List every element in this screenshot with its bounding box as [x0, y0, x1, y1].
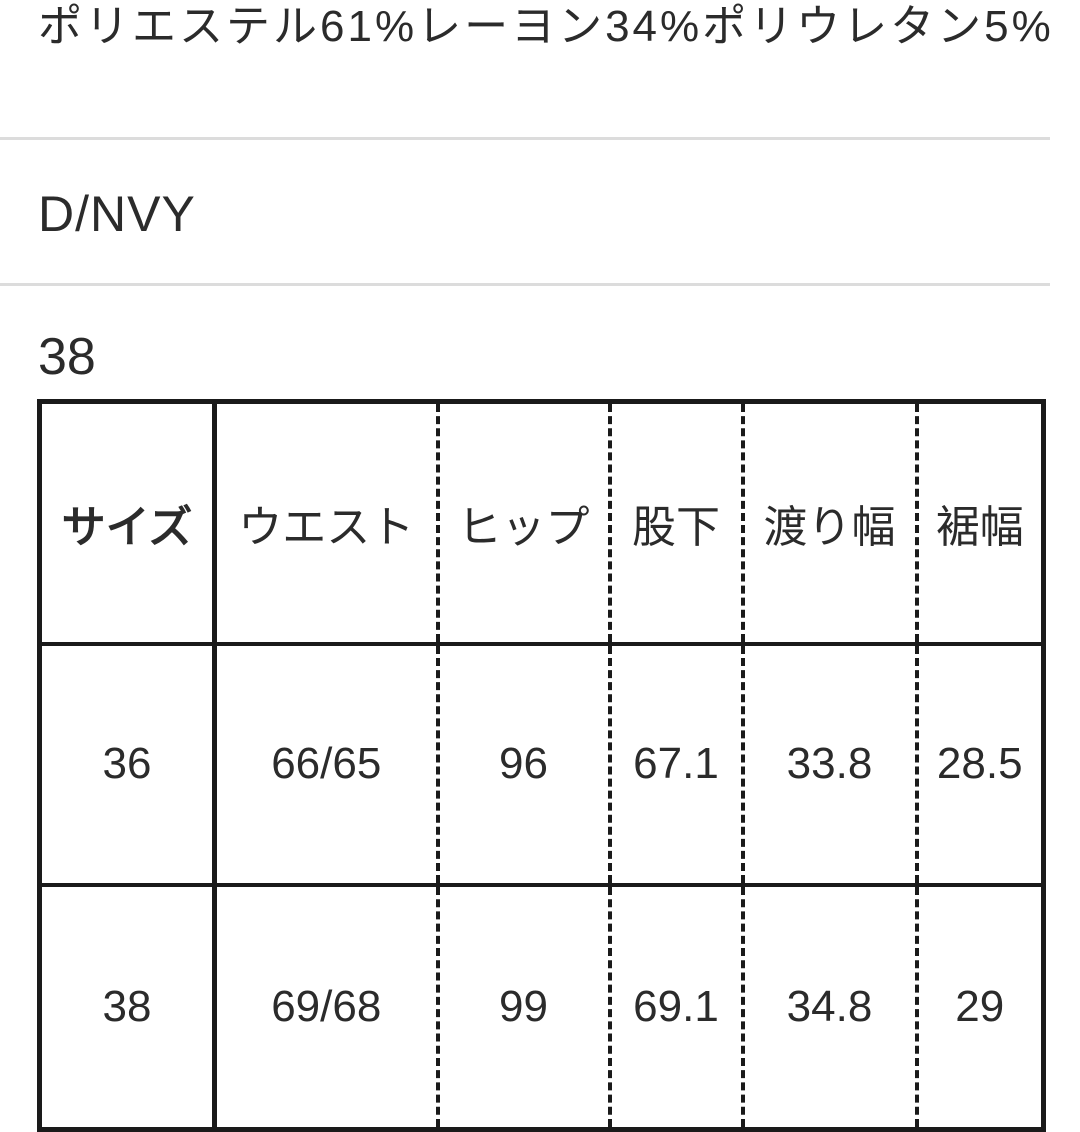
- cell-hip: 96: [435, 643, 610, 887]
- size-chart-table: サイズ ウエスト ヒップ 股下 渡り幅 裾幅 36 66/65 96 67.1 …: [37, 399, 1046, 1132]
- table-row: 36 66/65 96 67.1 33.8 28.5: [39, 643, 1044, 887]
- color-code-label: D/NVY: [38, 186, 196, 242]
- cell-size: 38: [39, 884, 217, 1130]
- cell-hem-width: 28.5: [914, 643, 1044, 887]
- header-waist: ウエスト: [214, 401, 438, 646]
- header-hem-width: 裾幅: [914, 401, 1044, 646]
- cell-waist: 66/65: [214, 643, 438, 887]
- fabric-composition-text: ポリエステル61%レーヨン34%ポリウレタン5%: [38, 2, 1054, 51]
- cell-inseam: 67.1: [607, 643, 743, 887]
- section-divider: [0, 283, 1050, 286]
- table-row: 38 69/68 99 69.1 34.8 29: [39, 884, 1044, 1130]
- size-chart-header-row: サイズ ウエスト ヒップ 股下 渡り幅 裾幅: [39, 401, 1044, 646]
- header-inseam: 股下: [607, 401, 743, 646]
- cell-thigh-width: 34.8: [740, 884, 917, 1130]
- cell-size: 36: [39, 643, 217, 887]
- header-hip: ヒップ: [435, 401, 610, 646]
- selected-size-label: 38: [38, 328, 96, 386]
- cell-hip: 99: [435, 884, 610, 1130]
- cell-inseam: 69.1: [607, 884, 743, 1130]
- header-size: サイズ: [39, 401, 217, 646]
- header-thigh-width: 渡り幅: [740, 401, 917, 646]
- cell-waist: 69/68: [271, 981, 382, 1031]
- cell-thigh-width: 33.8: [740, 643, 917, 887]
- section-divider: [0, 137, 1050, 140]
- cell-hem-width: 29: [914, 884, 1044, 1130]
